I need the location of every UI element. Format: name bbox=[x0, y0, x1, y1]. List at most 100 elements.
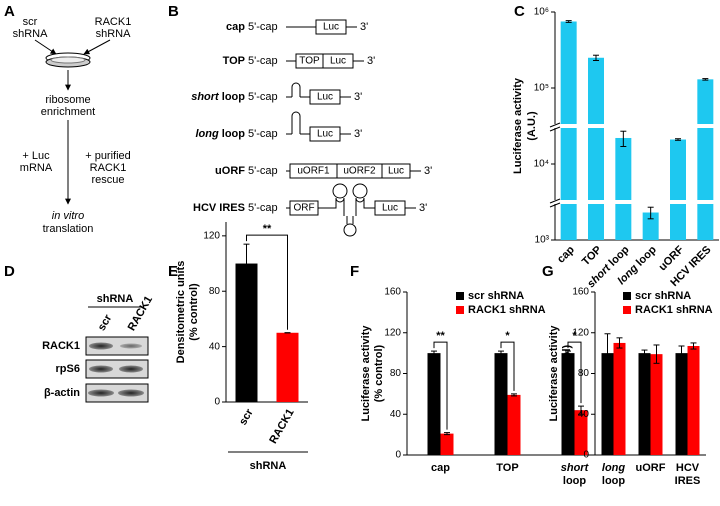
panel-a-art bbox=[34, 39, 111, 205]
x-tick-label: cap bbox=[555, 244, 577, 266]
legend-swatch bbox=[623, 292, 631, 300]
error-bar bbox=[641, 349, 648, 357]
legend-label: scr shRNA bbox=[635, 290, 691, 302]
bar bbox=[560, 21, 577, 240]
row-label: RACK1 bbox=[42, 340, 80, 352]
step-label: ribosome bbox=[45, 94, 90, 106]
break-mark bbox=[549, 198, 561, 204]
x-tick-label: RACK1 bbox=[267, 407, 296, 446]
bar bbox=[561, 353, 575, 455]
x-tick-label: TOP bbox=[496, 462, 518, 474]
error-bar bbox=[565, 350, 571, 356]
label-part: scr bbox=[237, 406, 256, 427]
x-tick-label: loop bbox=[602, 475, 625, 487]
name-part: loop bbox=[219, 128, 246, 140]
error-bar bbox=[647, 206, 654, 220]
y-axis-label: Luciferase activity bbox=[548, 325, 560, 422]
cap-label: 5'-cap bbox=[248, 55, 278, 67]
bar bbox=[601, 353, 614, 455]
x-tick-label: long bbox=[602, 462, 625, 474]
y-tick-label: 40 bbox=[578, 409, 590, 420]
box-label: Luc bbox=[317, 92, 333, 103]
y-tick-label: 10⁶ bbox=[534, 7, 549, 18]
y-tick-label: 160 bbox=[572, 287, 589, 298]
box-label: Luc bbox=[317, 129, 333, 140]
panel-label: E bbox=[168, 263, 178, 280]
cap-label: 5'-cap bbox=[248, 21, 278, 33]
bar bbox=[687, 345, 700, 455]
cap-label: 5'-cap bbox=[248, 91, 278, 103]
error-bar bbox=[616, 337, 623, 349]
error-bar bbox=[678, 345, 685, 361]
box-label: TOP bbox=[299, 56, 320, 67]
ires-loop bbox=[352, 183, 368, 199]
end-label: 3' bbox=[367, 55, 375, 67]
y-axis-label: (% control) bbox=[373, 344, 385, 402]
step-label: rescue bbox=[91, 174, 124, 186]
bar bbox=[650, 354, 663, 455]
name-part: short bbox=[191, 91, 220, 103]
panel-label: C bbox=[514, 3, 525, 20]
y-tick-label: 80 bbox=[209, 286, 221, 297]
end-label: 3' bbox=[424, 165, 432, 177]
bar bbox=[427, 353, 441, 455]
box-label: uORF2 bbox=[343, 166, 376, 177]
construct-name: short loop bbox=[191, 91, 245, 103]
legend-swatch bbox=[456, 292, 464, 300]
panel-label: F bbox=[350, 263, 359, 280]
name-part: cap bbox=[226, 21, 245, 33]
legend-label: RACK1 shRNA bbox=[468, 304, 546, 316]
bar bbox=[440, 433, 454, 455]
step-label: + purified bbox=[85, 150, 131, 162]
significance-bracket bbox=[433, 341, 448, 430]
y-tick-label: 160 bbox=[384, 287, 401, 298]
panel-label: B bbox=[168, 3, 179, 20]
error-bar bbox=[565, 20, 572, 23]
construct-name: long loop bbox=[196, 128, 246, 140]
cap-label: 5'-cap bbox=[248, 128, 278, 140]
error-bar bbox=[702, 78, 709, 81]
error-bar bbox=[444, 432, 450, 436]
x-axis-label: shRNA bbox=[250, 460, 287, 472]
step-label: + Luc bbox=[22, 150, 50, 162]
y-tick-label: 0 bbox=[214, 397, 220, 408]
panel-label: A bbox=[4, 3, 15, 20]
y-tick-label: 10⁴ bbox=[534, 159, 549, 170]
cap-label: 5'-cap bbox=[248, 165, 278, 177]
row-label: rpS6 bbox=[56, 363, 80, 375]
legend-label: scr shRNA bbox=[468, 290, 524, 302]
label-part: long bbox=[615, 262, 640, 287]
error-bar bbox=[243, 243, 250, 284]
end-label: 3' bbox=[360, 21, 368, 33]
label-part: RACK1 bbox=[267, 407, 296, 446]
bar bbox=[697, 79, 714, 240]
y-tick-label: 120 bbox=[384, 327, 401, 338]
step-label: enrichment bbox=[41, 106, 95, 118]
legend-swatch bbox=[623, 306, 631, 314]
box-label: Luc bbox=[388, 166, 404, 177]
panel-label: G bbox=[542, 263, 554, 280]
sample-label: shRNA bbox=[13, 28, 49, 40]
bar bbox=[507, 394, 521, 455]
bar bbox=[638, 353, 651, 455]
name-part: HCV IRES bbox=[193, 202, 245, 214]
bar bbox=[642, 212, 659, 240]
x-tick-label: TOP bbox=[580, 244, 604, 268]
end-label: 3' bbox=[354, 91, 362, 103]
error-bar bbox=[604, 333, 611, 373]
step-label: in vitro bbox=[52, 210, 84, 222]
significance-bracket bbox=[500, 341, 515, 391]
construct-name: uORF bbox=[215, 165, 245, 177]
y-axis-label: Densitometric units bbox=[175, 261, 187, 364]
stem-loop bbox=[291, 111, 301, 134]
bar bbox=[615, 137, 632, 240]
bar bbox=[574, 410, 588, 455]
error-bar bbox=[675, 138, 681, 141]
y-axis-label: (% control) bbox=[561, 344, 573, 402]
panel-label: D bbox=[4, 263, 15, 280]
name-part: loop bbox=[219, 91, 246, 103]
sample-label: scr bbox=[23, 16, 38, 28]
western-blot bbox=[85, 306, 149, 403]
box-label: Luc bbox=[382, 203, 398, 214]
